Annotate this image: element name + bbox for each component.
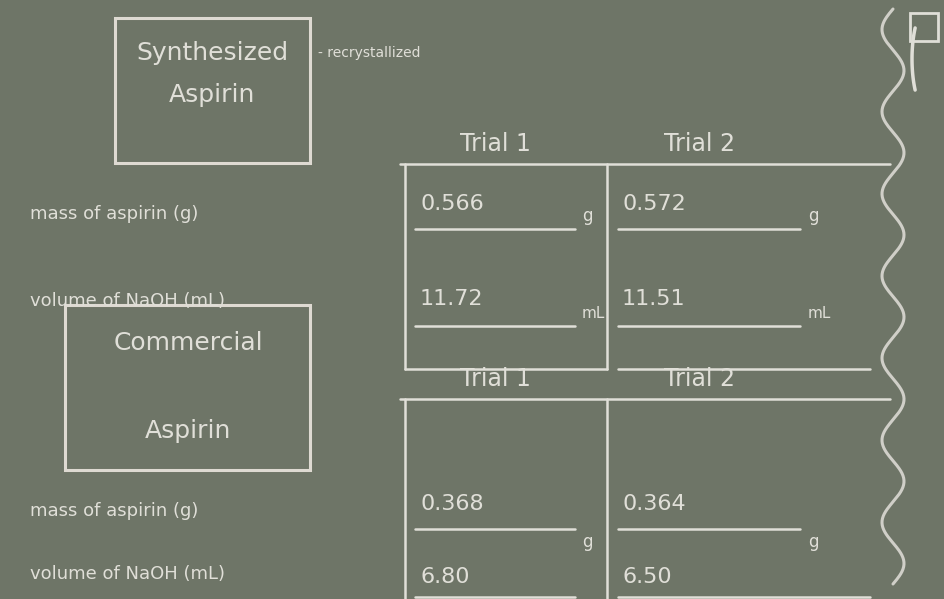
Text: 6.80: 6.80: [420, 567, 469, 587]
Text: Trial 2: Trial 2: [665, 367, 735, 391]
Text: g: g: [808, 533, 818, 551]
Text: volume of NaOH (mL): volume of NaOH (mL): [30, 565, 225, 583]
Text: g: g: [808, 207, 818, 225]
Text: Commercial: Commercial: [113, 331, 262, 355]
Text: mL: mL: [582, 305, 605, 320]
Text: 11.51: 11.51: [622, 289, 685, 309]
Text: Aspirin: Aspirin: [169, 83, 255, 107]
Text: mL: mL: [808, 305, 832, 320]
Text: 0.368: 0.368: [420, 494, 483, 514]
Text: 0.572: 0.572: [622, 194, 685, 214]
Text: g: g: [582, 207, 593, 225]
Text: - recrystallized: - recrystallized: [318, 46, 420, 60]
Text: mass of aspirin (g): mass of aspirin (g): [30, 205, 198, 223]
Text: Synthesized: Synthesized: [136, 41, 288, 65]
Text: 11.72: 11.72: [420, 289, 483, 309]
Text: g: g: [582, 533, 593, 551]
Text: mass of aspirin (g): mass of aspirin (g): [30, 502, 198, 520]
Text: Aspirin: Aspirin: [144, 419, 231, 443]
Bar: [115, 18, 310, 163]
Text: Trial 2: Trial 2: [665, 132, 735, 156]
Bar: [65, 305, 310, 470]
Text: 0.566: 0.566: [420, 194, 483, 214]
Bar: [910, 13, 938, 41]
Text: 0.364: 0.364: [622, 494, 685, 514]
Text: 6.50: 6.50: [622, 567, 671, 587]
Text: Trial 1: Trial 1: [460, 132, 531, 156]
Text: Trial 1: Trial 1: [460, 367, 531, 391]
Text: volume of NaOH (mL): volume of NaOH (mL): [30, 292, 225, 310]
